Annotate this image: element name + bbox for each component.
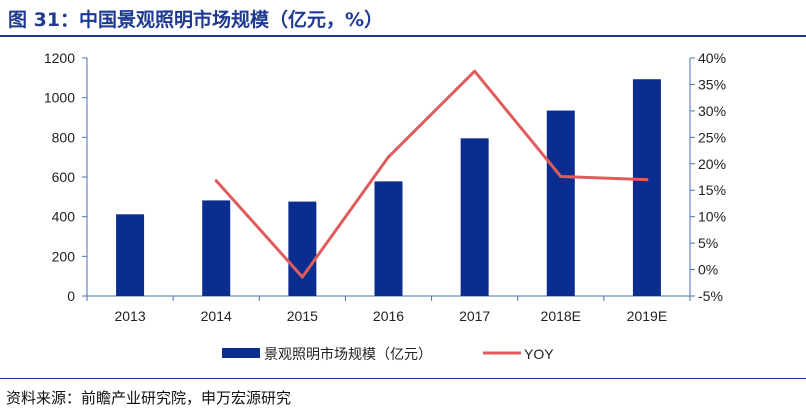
title-underline [0, 35, 806, 37]
y-right-tick-label: 40% [698, 50, 726, 66]
yoy-point [214, 179, 218, 183]
y-right-tick-label: 35% [698, 76, 726, 92]
y-right-tick-label: 20% [698, 156, 726, 172]
y-left-tick-label: 800 [52, 129, 76, 145]
y-left-tick-label: 200 [52, 248, 76, 264]
source-note: 资料来源：前瞻产业研究院，申万宏源研究 [6, 389, 292, 407]
y-left-tick-label: 1000 [44, 90, 75, 106]
y-left-tick-label: 0 [67, 288, 75, 304]
y-left-tick-label: 600 [52, 169, 76, 185]
y-right-tick-label: 0% [698, 262, 718, 278]
y-right-tick-label: 15% [698, 182, 726, 198]
x-tick-label: 2019E [627, 308, 667, 324]
x-tick-label: 2018E [541, 308, 581, 324]
x-tick-label: 2016 [373, 308, 404, 324]
yoy-line [215, 69, 647, 279]
market-size-chart: 0 200 400 600 800 1000 1200 -5% 0% 5% 10% 15% 20% 25%… [44, 50, 726, 362]
footer-rule [0, 378, 806, 379]
y-left-tick-label: 400 [52, 209, 76, 225]
y-right-tick-label: 5% [698, 235, 718, 251]
yoy-point [387, 155, 390, 159]
figure-title: 图 31：中国景观照明市场规模（亿元，%） [8, 9, 384, 31]
bar-market-size [632, 79, 661, 296]
x-tick-label: 2015 [287, 308, 318, 324]
legend-swatch-bar [222, 348, 260, 358]
bar-market-size [202, 200, 231, 296]
x-tick-label: 2013 [114, 308, 145, 324]
bar-market-size [546, 110, 575, 296]
bar-market-size [460, 138, 489, 296]
yoy-point [559, 174, 563, 178]
yoy-point [473, 69, 477, 73]
yoy-point [300, 275, 304, 279]
bar-market-size [288, 201, 317, 296]
y-left-tick-label: 1200 [44, 50, 75, 66]
y-right-tick-label: 30% [698, 103, 726, 119]
legend-label-bar: 景观照明市场规模（亿元） [264, 346, 432, 362]
legend-label-line: YOY [524, 346, 554, 362]
y-right-tick-label: 25% [698, 129, 726, 145]
x-tick-label: 2017 [459, 308, 490, 324]
y-right-tick-label: -5% [698, 288, 723, 304]
yoy-point [645, 178, 649, 182]
bar-market-size [116, 214, 145, 296]
x-tick-label: 2014 [201, 308, 232, 324]
y-right-tick-label: 10% [698, 209, 726, 225]
bar-market-size [374, 181, 403, 296]
